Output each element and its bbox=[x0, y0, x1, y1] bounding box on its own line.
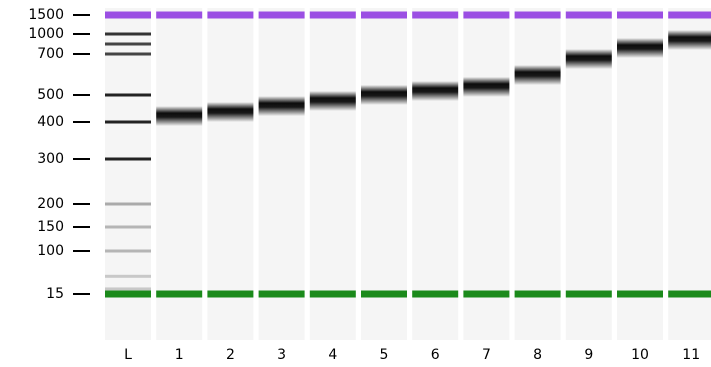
ladder-band bbox=[105, 33, 151, 36]
y-tick-label: 500 bbox=[37, 87, 64, 103]
y-tick-label: 100 bbox=[37, 243, 64, 259]
lane-label: 1 bbox=[175, 347, 184, 363]
upper-marker bbox=[105, 12, 151, 19]
ladder-band bbox=[105, 226, 151, 229]
upper-marker bbox=[463, 12, 509, 19]
lane-label: 11 bbox=[682, 347, 700, 363]
ladder-band bbox=[105, 53, 151, 56]
lower-marker bbox=[105, 291, 151, 298]
upper-marker bbox=[361, 12, 407, 19]
lower-marker bbox=[207, 291, 253, 298]
upper-marker bbox=[207, 12, 253, 19]
y-tick-label: 150 bbox=[37, 219, 64, 235]
lower-marker bbox=[310, 291, 356, 298]
lower-marker bbox=[566, 291, 612, 298]
lane-background bbox=[668, 8, 711, 340]
ladder-band bbox=[105, 287, 151, 290]
lower-marker bbox=[156, 291, 202, 298]
y-tick-label: 400 bbox=[37, 114, 64, 130]
lower-marker bbox=[668, 291, 711, 298]
sample-band bbox=[463, 77, 509, 97]
ladder-band bbox=[105, 121, 151, 124]
lane-label: 7 bbox=[482, 347, 491, 363]
sample-band bbox=[259, 96, 305, 116]
lane-label: 2 bbox=[226, 347, 235, 363]
sample-band bbox=[412, 81, 458, 101]
lower-marker bbox=[463, 291, 509, 298]
lane-label: 10 bbox=[631, 347, 649, 363]
upper-marker bbox=[156, 12, 202, 19]
upper-marker bbox=[566, 12, 612, 19]
lower-marker bbox=[259, 291, 305, 298]
upper-marker bbox=[617, 12, 663, 19]
sample-band bbox=[515, 65, 561, 85]
y-tick-label: 200 bbox=[37, 196, 64, 212]
ladder-band bbox=[105, 43, 151, 46]
lane-label: 6 bbox=[431, 347, 440, 363]
lane-background bbox=[412, 8, 458, 340]
lane-label: L bbox=[124, 347, 132, 363]
ladder-band bbox=[105, 250, 151, 253]
upper-marker bbox=[310, 12, 356, 19]
lane-label: 5 bbox=[380, 347, 389, 363]
lower-marker bbox=[515, 291, 561, 298]
y-tick-label: 1500 bbox=[28, 7, 64, 23]
lane-background bbox=[156, 8, 202, 340]
upper-marker bbox=[412, 12, 458, 19]
sample-band bbox=[156, 106, 202, 126]
gel-chart: 1500 1000 700 500 400 300 200 150 100 15 L 1 2 3 4 5 6 7 8… bbox=[0, 0, 711, 367]
upper-marker bbox=[259, 12, 305, 19]
lane-label: 8 bbox=[533, 347, 542, 363]
y-tick-label: 15 bbox=[46, 286, 64, 302]
y-tick-label: 700 bbox=[37, 46, 64, 62]
lane-background bbox=[463, 8, 509, 340]
lane-background bbox=[259, 8, 305, 340]
upper-marker bbox=[668, 12, 711, 19]
lane-label: 3 bbox=[277, 347, 286, 363]
lower-marker bbox=[617, 291, 663, 298]
ladder-band bbox=[105, 94, 151, 97]
sample-band bbox=[361, 85, 407, 105]
lane-background bbox=[361, 8, 407, 340]
lane-label: 9 bbox=[584, 347, 593, 363]
sample-band bbox=[310, 91, 356, 111]
ladder-band bbox=[105, 158, 151, 161]
y-tick-label: 300 bbox=[37, 151, 64, 167]
y-tick-label: 1000 bbox=[28, 26, 64, 42]
ladder-band bbox=[105, 275, 151, 278]
lane-background bbox=[515, 8, 561, 340]
sample-band bbox=[617, 38, 663, 58]
lower-marker bbox=[361, 291, 407, 298]
lane-background bbox=[207, 8, 253, 340]
lower-marker bbox=[412, 291, 458, 298]
lane-background bbox=[310, 8, 356, 340]
sample-band bbox=[207, 102, 253, 122]
lane-label: 4 bbox=[328, 347, 337, 363]
ladder-band bbox=[105, 203, 151, 206]
sample-band bbox=[566, 49, 612, 69]
sample-band bbox=[668, 30, 711, 50]
upper-marker bbox=[515, 12, 561, 19]
